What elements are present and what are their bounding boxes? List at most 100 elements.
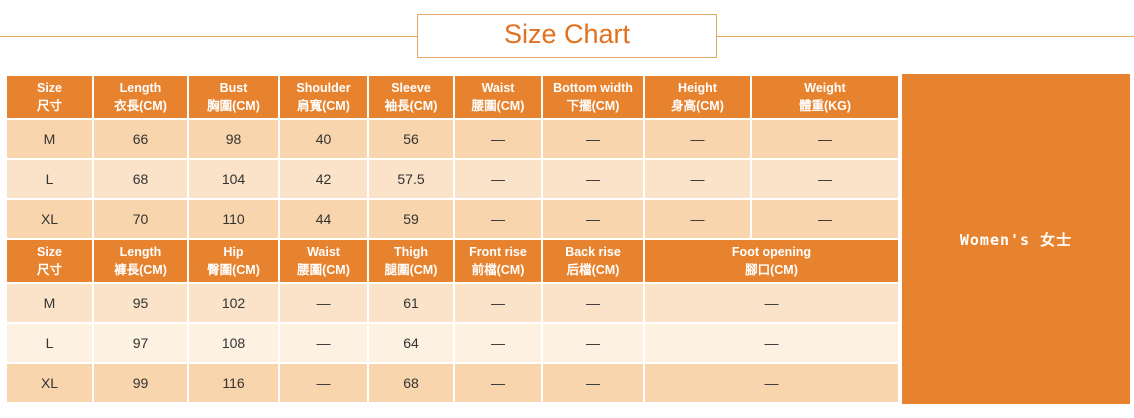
- table-row-bottom-m: M 95 102 — 61 — — —: [5, 282, 900, 324]
- header-bust: Bust 胸圍(CM): [187, 74, 280, 120]
- cell: —: [453, 282, 543, 324]
- cell: 61: [367, 282, 455, 324]
- header-zh: 尺寸: [36, 263, 62, 277]
- cell: 64: [367, 322, 455, 364]
- header-zh: 體重(KG): [798, 99, 852, 113]
- cell: —: [643, 198, 752, 240]
- cell: —: [453, 198, 543, 240]
- cell: —: [541, 282, 645, 324]
- table-row-top-m: M 66 98 40 56 — — — —: [5, 118, 900, 160]
- cell: 108: [187, 322, 280, 364]
- cell: —: [643, 322, 900, 364]
- header-en: Shoulder: [296, 80, 351, 95]
- cell: —: [750, 158, 900, 200]
- cell: —: [278, 322, 369, 364]
- cell: 66: [92, 118, 189, 160]
- table-row-bottom-l: L 97 108 — 64 — — —: [5, 322, 900, 364]
- header-zh: 前檔(CM): [471, 263, 525, 277]
- header-hip: Hip 臀圍(CM): [187, 238, 280, 284]
- cell: —: [541, 158, 645, 200]
- header-shoulder: Shoulder 肩寬(CM): [278, 74, 369, 120]
- top-header-row: Size 尺寸 Length 衣長(CM) Bust 胸圍(CM) Should…: [5, 74, 900, 120]
- header-zh: 褲長(CM): [114, 263, 167, 277]
- header-foot-opening: Foot opening 腳口(CM): [643, 238, 900, 284]
- cell: —: [278, 362, 369, 404]
- cell: 68: [92, 158, 189, 200]
- header-weight: Weight 體重(KG): [750, 74, 900, 120]
- header-en: Bust: [219, 80, 248, 95]
- cell: 57.5: [367, 158, 455, 200]
- cell: —: [643, 158, 752, 200]
- cell: —: [278, 282, 369, 324]
- header-en: Bottom width: [553, 80, 633, 95]
- table-row-bottom-xl: XL 99 116 — 68 — — —: [5, 362, 900, 404]
- cell: —: [541, 198, 645, 240]
- header-zh: 胸圍(CM): [207, 99, 260, 113]
- page-title: Size Chart: [503, 19, 631, 50]
- header-en: Back rise: [565, 244, 621, 259]
- size-table: Size 尺寸 Length 衣長(CM) Bust 胸圍(CM) Should…: [5, 74, 900, 404]
- cell: —: [541, 322, 645, 364]
- gender-banner: Women's 女士: [902, 74, 1130, 404]
- cell: —: [643, 282, 900, 324]
- header-zh: 肩寬(CM): [297, 99, 350, 113]
- header-length: Length 衣長(CM): [92, 74, 189, 120]
- cell: —: [643, 118, 752, 160]
- header-en: Hip: [223, 244, 244, 259]
- header-zh: 腳口(CM): [745, 263, 798, 277]
- cell: —: [750, 118, 900, 160]
- header-en: Length: [119, 80, 162, 95]
- header-waist: Waist 腰圍(CM): [278, 238, 369, 284]
- header-zh: 身高(CM): [671, 99, 724, 113]
- header-front-rise: Front rise 前檔(CM): [453, 238, 543, 284]
- size-label: L: [5, 158, 94, 200]
- cell: 98: [187, 118, 280, 160]
- header-thigh: Thigh 腿圍(CM): [367, 238, 455, 284]
- header-zh: 下擺(CM): [566, 99, 620, 113]
- title-box: Size Chart: [416, 14, 718, 58]
- header-waist: Waist 腰圍(CM): [453, 74, 543, 120]
- cell: 104: [187, 158, 280, 200]
- header-pants-length: Length 褲長(CM): [92, 238, 189, 284]
- cell: 40: [278, 118, 369, 160]
- header-zh: 后檔(CM): [566, 263, 620, 277]
- size-chart-page: Size Chart Size 尺寸 Length 衣長(CM): [0, 14, 1134, 418]
- cell: 56: [367, 118, 455, 160]
- size-label: XL: [5, 362, 94, 404]
- cell: —: [541, 362, 645, 404]
- cell: —: [541, 118, 645, 160]
- cell: —: [453, 118, 543, 160]
- header-bottom-width: Bottom width 下擺(CM): [541, 74, 645, 120]
- header-size: Size 尺寸: [5, 238, 94, 284]
- cell: —: [453, 158, 543, 200]
- cell: 42: [278, 158, 369, 200]
- cell: 102: [187, 282, 280, 324]
- header-zh: 腰圍(CM): [471, 99, 525, 113]
- header-en: Foot opening: [731, 244, 812, 259]
- cell: 99: [92, 362, 189, 404]
- cell: 95: [92, 282, 189, 324]
- cell: 44: [278, 198, 369, 240]
- cell: 110: [187, 198, 280, 240]
- size-label: M: [5, 282, 94, 324]
- title-line-left: [0, 35, 417, 37]
- header-en: Size: [36, 80, 62, 95]
- header-en: Thigh: [393, 244, 428, 259]
- cell: 116: [187, 362, 280, 404]
- header-sleeve: Sleeve 袖長(CM): [367, 74, 455, 120]
- bottom-header-row: Size 尺寸 Length 褲長(CM) Hip 臀圍(CM) Waist 腰…: [5, 238, 900, 284]
- cell: 68: [367, 362, 455, 404]
- header-height: Height 身高(CM): [643, 74, 752, 120]
- header-en: Front rise: [469, 244, 527, 259]
- header-en: Sleeve: [391, 80, 431, 95]
- title-line-right: [717, 35, 1134, 37]
- header-zh: 衣長(CM): [114, 99, 167, 113]
- header-en: Height: [678, 80, 717, 95]
- header-en: Length: [119, 244, 162, 259]
- header-zh: 袖長(CM): [384, 99, 438, 113]
- header-zh: 臀圍(CM): [207, 263, 260, 277]
- size-label: L: [5, 322, 94, 364]
- cell: —: [453, 322, 543, 364]
- cell: 59: [367, 198, 455, 240]
- title-banner: Size Chart: [0, 14, 1134, 58]
